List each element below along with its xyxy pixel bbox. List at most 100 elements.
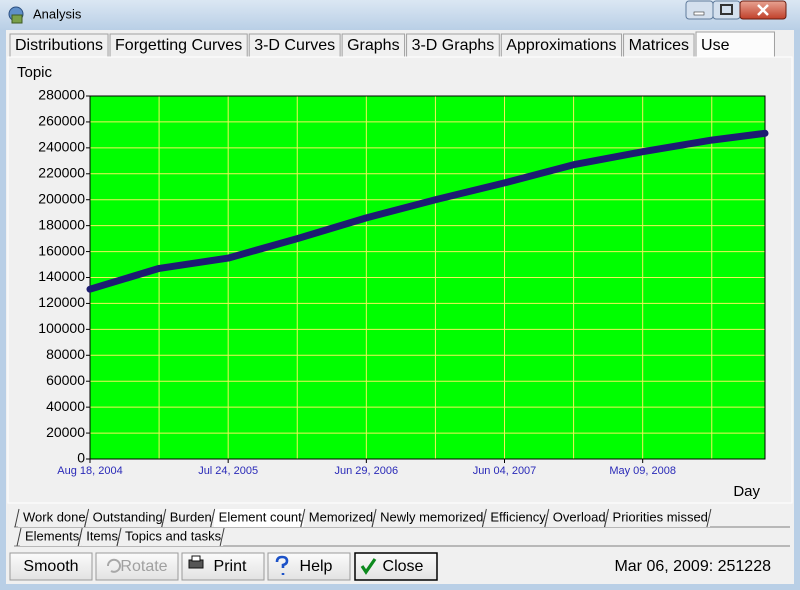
sub-tab[interactable]: Memorized xyxy=(300,508,377,528)
y-tick-label: 240000 xyxy=(38,139,85,155)
sub-tab[interactable]: Priorities missed xyxy=(604,508,712,528)
x-axis-label: Day xyxy=(733,483,760,500)
sub-tab[interactable]: Elements xyxy=(16,527,83,547)
tab[interactable]: Forgetting Curves xyxy=(109,33,248,58)
y-tick-label: 60000 xyxy=(46,372,85,388)
tab[interactable]: Graphs xyxy=(341,33,406,58)
x-tick-label: Jul 24, 2005 xyxy=(198,465,258,477)
app-icon xyxy=(8,6,24,24)
window-title: Analysis xyxy=(33,6,82,21)
button[interactable]: Print xyxy=(181,552,265,581)
sub-tab-face xyxy=(20,528,82,546)
y-tick-label: 280000 xyxy=(38,87,85,103)
close-window-button[interactable] xyxy=(739,0,787,20)
sub-tab-face xyxy=(164,509,214,527)
x-tick-label: Jun 29, 2006 xyxy=(335,465,399,477)
y-tick-label: 80000 xyxy=(46,346,85,362)
button-face xyxy=(9,552,93,581)
sub-tab[interactable]: Efficiency xyxy=(481,508,550,528)
x-tick-label: Aug 18, 2004 xyxy=(57,465,122,477)
sub-tab-face xyxy=(213,509,304,527)
sub-tab-edge xyxy=(14,508,20,528)
sub-tab-edge xyxy=(116,527,122,547)
minimize-button[interactable] xyxy=(685,0,714,20)
tab[interactable]: Matrices xyxy=(623,33,695,58)
button-label: Print xyxy=(214,558,247,575)
sub-tab-edge xyxy=(604,508,610,528)
y-tick-label: 160000 xyxy=(38,242,85,258)
tab-face xyxy=(695,31,775,59)
sub-tab-label: Newly memorized xyxy=(380,509,483,524)
sub-tab-edge xyxy=(84,508,90,528)
sub-tab[interactable]: Newly memorized xyxy=(371,508,487,528)
sub-tab-face xyxy=(485,509,548,527)
sub-tab-strip: Work done Outstanding Burden Element count M… xyxy=(14,508,790,547)
button: Rotate xyxy=(95,552,179,581)
y-tick-label: 200000 xyxy=(38,190,85,206)
sub-tab-face xyxy=(18,509,88,527)
sub-tab[interactable]: Topics and tasks xyxy=(116,527,225,547)
x-tick-label: Jun 04, 2007 xyxy=(473,465,537,477)
sub-tab[interactable]: Items xyxy=(77,527,122,547)
button[interactable]: Close xyxy=(354,552,438,581)
y-tick-label: 180000 xyxy=(38,216,85,232)
rotate-icon xyxy=(106,558,121,573)
plot-border xyxy=(89,95,766,460)
tab[interactable]: 3-D Curves xyxy=(248,33,341,58)
sub-tab-edge xyxy=(371,508,377,528)
tab-label: Distributions xyxy=(15,37,103,54)
button[interactable]: Help xyxy=(267,552,351,581)
button-bar: Smooth Rotate Print Help Close xyxy=(9,552,438,581)
sub-tab-edge xyxy=(300,508,306,528)
title-bar xyxy=(0,0,800,30)
maximize-button[interactable] xyxy=(712,0,741,20)
sub-tab-label: Burden xyxy=(170,509,212,524)
sub-tab-label: Efficiency xyxy=(490,509,546,524)
button[interactable]: Smooth xyxy=(9,552,93,581)
y-axis-label: Topic xyxy=(17,64,53,81)
y-tick-label: 40000 xyxy=(46,398,85,414)
sub-tab-face xyxy=(607,509,710,527)
sub-tab-label: Work done xyxy=(23,509,86,524)
tab-label: Graphs xyxy=(347,37,399,54)
sub-tab-label: Elements xyxy=(25,528,80,543)
tab[interactable]: 3-D Graphs xyxy=(406,33,500,58)
button-label: Close xyxy=(383,558,424,575)
tab[interactable]: Use xyxy=(695,31,775,59)
y-tick-label: 120000 xyxy=(38,294,85,310)
sub-tab[interactable]: Element count xyxy=(210,508,306,528)
tab[interactable]: Distributions xyxy=(9,33,109,58)
sub-tab-face xyxy=(120,528,224,546)
printer-paper xyxy=(191,555,201,562)
status-panel xyxy=(600,552,792,581)
sub-tab-face xyxy=(81,528,120,546)
tab-label: Forgetting Curves xyxy=(115,37,242,54)
sub-tab-label: Priorities missed xyxy=(613,509,708,524)
sub-tab-edge xyxy=(706,508,712,528)
y-tick-label: 220000 xyxy=(38,164,85,180)
tab[interactable]: Approximations xyxy=(500,33,623,58)
tab-label: Approximations xyxy=(506,37,616,54)
sub-tab-edge xyxy=(77,527,83,547)
y-tick-label: 140000 xyxy=(38,268,85,284)
sub-tab-edge xyxy=(161,508,167,528)
y-tick-label: 0 xyxy=(77,450,85,466)
plot: 0 20000 40000 60000 80000 100000 120000 140000 1… xyxy=(38,87,769,477)
sub-tab-edge xyxy=(544,508,550,528)
tab-strip: Distributions Forgetting Curves 3-D Curves… xyxy=(9,31,775,59)
sub-tab-label: Outstanding xyxy=(93,509,163,524)
sub-tab-edge xyxy=(219,527,225,547)
tab-label: 3-D Curves xyxy=(254,37,335,54)
button-label: Rotate xyxy=(120,558,167,575)
sub-tab[interactable]: Burden xyxy=(161,508,216,528)
sub-tab[interactable]: Overload xyxy=(544,508,610,528)
sub-tab-label: Overload xyxy=(553,509,606,524)
sub-tab[interactable]: Work done xyxy=(14,508,90,528)
sub-tab-face xyxy=(87,509,165,527)
x-tick-label: May 09, 2008 xyxy=(609,465,676,477)
y-tick-label: 260000 xyxy=(38,113,85,129)
sub-tab-label: Topics and tasks xyxy=(125,528,222,543)
sub-tab[interactable]: Outstanding xyxy=(84,508,167,528)
sub-tab-face xyxy=(303,509,376,527)
